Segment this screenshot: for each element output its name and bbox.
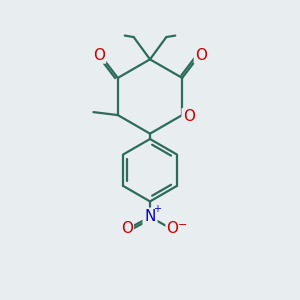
Text: O: O [167, 221, 178, 236]
Text: O: O [121, 221, 133, 236]
Text: O: O [183, 109, 195, 124]
Text: O: O [195, 47, 207, 62]
Text: O: O [93, 47, 105, 62]
Text: −: − [178, 220, 188, 230]
Text: N: N [144, 209, 156, 224]
Text: +: + [153, 204, 161, 214]
